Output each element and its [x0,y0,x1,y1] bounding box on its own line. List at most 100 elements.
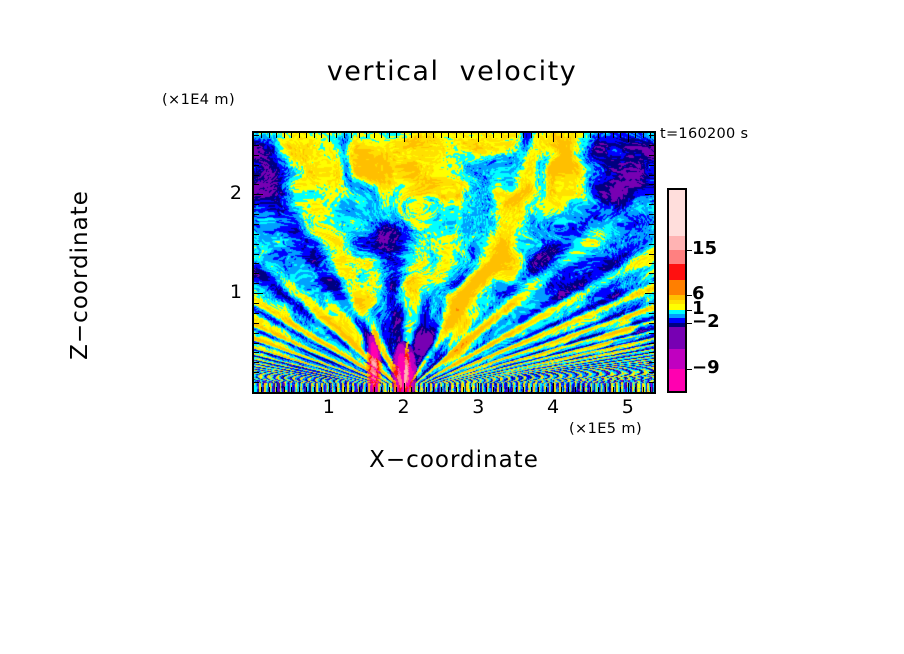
x-minor-tick [396,387,397,392]
y-minor-tick [254,313,259,314]
x-minor-tick-top [523,133,524,138]
y-minor-tick-right [649,145,654,146]
y-minor-tick-right [649,352,654,353]
x-minor-tick [351,387,352,392]
x-minor-tick-top [261,133,262,138]
y-minor-tick [254,333,259,334]
x-tick-label: 3 [472,396,485,418]
y-minor-tick-right [649,244,654,245]
x-minor-tick-top [351,133,352,138]
y-minor-tick [254,362,259,363]
x-minor-tick [538,387,539,392]
y-major-tick [254,293,263,294]
x-minor-tick-top [456,133,457,138]
y-minor-tick-right [649,343,654,344]
colorbar [667,188,687,393]
x-minor-tick [299,387,300,392]
x-minor-tick-top [276,133,277,138]
y-minor-tick-right [649,362,654,363]
x-minor-tick [366,387,367,392]
x-minor-tick-top [605,133,606,138]
y-minor-tick-right [649,135,654,136]
x-minor-tick-top [486,133,487,138]
colorbar-band [669,295,685,300]
y-minor-tick [254,303,259,304]
colorbar-tick-label: 15 [692,238,718,259]
x-minor-tick-top [396,133,397,138]
x-axis-unit-label: (×1E5 m) [569,421,643,437]
x-minor-tick [568,387,569,392]
x-minor-tick [463,387,464,392]
y-minor-tick [254,204,259,205]
x-minor-tick [561,387,562,392]
x-major-tick-top [628,133,629,142]
y-minor-tick-right [649,333,654,334]
x-major-tick [553,383,554,392]
x-minor-tick-top [433,133,434,138]
x-minor-tick-top [306,133,307,138]
x-minor-tick [531,387,532,392]
x-minor-tick [516,387,517,392]
y-minor-tick [254,224,259,225]
x-minor-tick [620,387,621,392]
x-minor-tick [605,387,606,392]
y-minor-tick-right [649,323,654,324]
x-minor-tick-top [575,133,576,138]
colorbar-band [669,309,685,315]
colorbar-tick [687,369,692,370]
y-minor-tick [254,234,259,235]
x-minor-tick [448,387,449,392]
x-minor-tick-top [418,133,419,138]
y-minor-tick [254,352,259,353]
x-minor-tick-top [583,133,584,138]
x-minor-tick-top [590,133,591,138]
x-minor-tick [291,387,292,392]
x-minor-tick-top [411,133,412,138]
x-major-tick-top [553,133,554,142]
x-major-tick-top [329,133,330,142]
y-minor-tick [254,372,259,373]
y-minor-tick [254,343,259,344]
y-minor-tick-right [649,234,654,235]
y-major-tick-right [645,293,654,294]
x-major-tick [329,383,330,392]
y-minor-tick-right [649,263,654,264]
x-minor-tick-top [366,133,367,138]
y-minor-tick-right [649,283,654,284]
x-minor-tick-top [374,133,375,138]
x-minor-tick [269,387,270,392]
x-minor-tick-top [516,133,517,138]
x-minor-tick-top [598,133,599,138]
x-minor-tick [411,387,412,392]
x-minor-tick-top [531,133,532,138]
y-minor-tick-right [649,175,654,176]
x-minor-tick [276,387,277,392]
x-minor-tick [426,387,427,392]
x-minor-tick-top [321,133,322,138]
y-minor-tick [254,273,259,274]
x-minor-tick-top [269,133,270,138]
y-tick-label: 1 [229,281,242,304]
y-minor-tick [254,244,259,245]
x-minor-tick [381,387,382,392]
colorbar-band [669,236,685,251]
y-major-tick-right [645,194,654,195]
x-minor-tick-top [463,133,464,138]
x-minor-tick-top [336,133,337,138]
x-minor-tick-top [389,133,390,138]
colorbar-tick-label: 6 [692,283,705,304]
colorbar-band [669,190,685,237]
x-minor-tick [493,387,494,392]
x-minor-tick-top [538,133,539,138]
x-minor-tick [590,387,591,392]
colorbar-tick-label: −9 [692,357,720,378]
x-minor-tick [583,387,584,392]
x-minor-tick [486,387,487,392]
colorbar-band [669,264,685,280]
velocity-field-heatmap [254,133,654,392]
x-minor-tick [456,387,457,392]
x-minor-tick [613,387,614,392]
x-minor-tick-top [620,133,621,138]
y-minor-tick [254,135,259,136]
x-minor-tick [306,387,307,392]
